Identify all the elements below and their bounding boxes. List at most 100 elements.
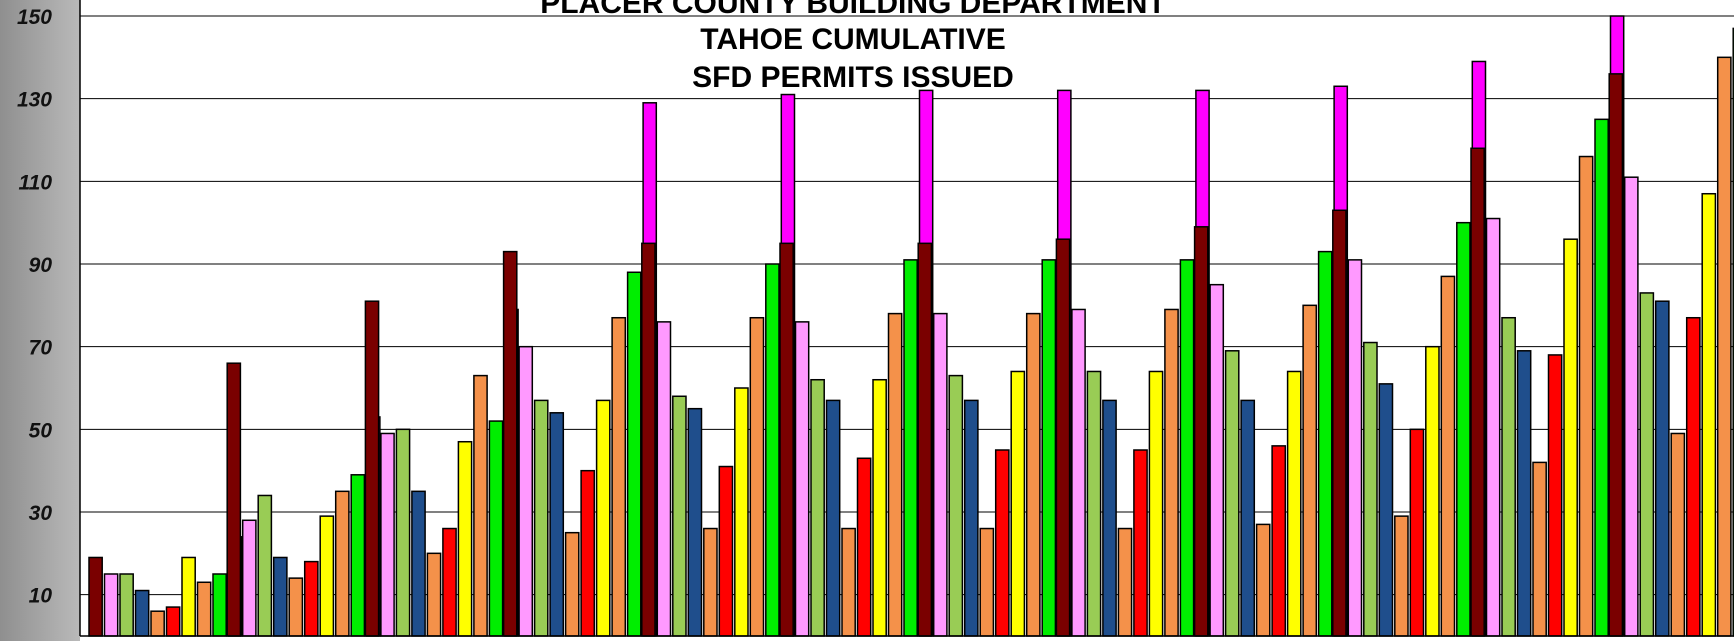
bar [749, 316, 765, 637]
bar [580, 469, 596, 637]
bar [1547, 354, 1563, 637]
bar [1347, 259, 1363, 637]
bar [319, 515, 335, 637]
bar [611, 316, 627, 637]
bar [1240, 399, 1256, 637]
bar [1670, 432, 1686, 637]
bar [1578, 155, 1594, 637]
bar [1701, 192, 1717, 637]
bar [903, 259, 918, 637]
bar [196, 581, 212, 637]
bar [779, 242, 794, 637]
bar [241, 519, 257, 637]
bar [564, 531, 580, 637]
bar [872, 378, 887, 637]
bar [1378, 383, 1394, 637]
bar [1071, 308, 1086, 637]
bar [1117, 527, 1133, 637]
bar [825, 399, 841, 637]
bar [181, 556, 196, 637]
bar [1055, 238, 1071, 637]
bar [1440, 275, 1456, 637]
y-tick-label: 30 [29, 502, 53, 525]
chart-title-line-1: PLACER COUNTY BUILDING DEPARTMENT [540, 0, 1166, 20]
bar [272, 556, 288, 637]
bar [1041, 259, 1057, 637]
bar [963, 399, 979, 637]
bar [979, 527, 995, 637]
y-tick-label: 150 [17, 6, 52, 29]
bar [887, 312, 903, 637]
bar-series [88, 15, 1734, 637]
bar [119, 573, 134, 637]
bar [257, 494, 273, 637]
bar [1286, 370, 1302, 637]
bar [395, 428, 411, 637]
bar [1394, 515, 1409, 637]
bar [932, 312, 948, 637]
bar [1302, 304, 1318, 637]
bar [1025, 312, 1041, 637]
bar [88, 556, 103, 637]
bar [350, 474, 366, 637]
bar [288, 577, 304, 637]
bar [150, 610, 165, 637]
bar [1516, 350, 1532, 637]
bar [1255, 523, 1271, 637]
bar [334, 490, 350, 637]
bar [518, 345, 534, 637]
y-tick-label: 130 [17, 89, 52, 112]
bar [1209, 283, 1225, 637]
y-tick-label: 50 [29, 419, 53, 442]
bar [1148, 370, 1164, 637]
bar [226, 362, 242, 637]
bar [1409, 428, 1425, 637]
bar [810, 378, 825, 637]
bar [1164, 308, 1179, 637]
bar [1271, 445, 1287, 637]
bar [1193, 226, 1209, 637]
bar [1532, 461, 1547, 637]
bar [411, 490, 426, 637]
bar [1716, 56, 1732, 637]
bar [856, 457, 872, 637]
bar [457, 440, 473, 637]
bar [1102, 399, 1117, 637]
bar [473, 374, 488, 637]
bar [1594, 118, 1609, 637]
bar [841, 527, 856, 637]
bar [303, 560, 319, 637]
y-tick-label: 90 [29, 254, 53, 277]
y-tick-label: 70 [29, 337, 53, 360]
chart-title-line-3: SFD PERMITS ISSUED [692, 61, 1014, 94]
bar [1010, 370, 1026, 637]
bar [134, 589, 150, 637]
bar [672, 395, 687, 637]
bar [1485, 217, 1501, 637]
bar [442, 527, 457, 637]
bar [1639, 292, 1655, 637]
bar [1623, 176, 1639, 637]
y-tick-labels: 10 30 50 70 90 110 130 150 [17, 6, 52, 608]
bar [718, 465, 734, 637]
bar [364, 300, 380, 637]
bar [687, 407, 703, 637]
bar [734, 387, 749, 637]
bar [1317, 250, 1333, 637]
bar [533, 399, 549, 637]
bar [656, 321, 672, 637]
bar [1332, 209, 1347, 637]
bar [1501, 316, 1516, 637]
bar [1563, 238, 1578, 637]
bar [103, 573, 119, 637]
bar [948, 374, 964, 637]
bar [426, 552, 442, 637]
bar [1363, 341, 1378, 637]
bar [1685, 316, 1701, 637]
bar [1654, 300, 1670, 637]
bar [1608, 73, 1624, 637]
y-tick-label: 10 [29, 585, 53, 608]
y-tick-label: 110 [19, 171, 53, 194]
bar [1224, 350, 1240, 637]
